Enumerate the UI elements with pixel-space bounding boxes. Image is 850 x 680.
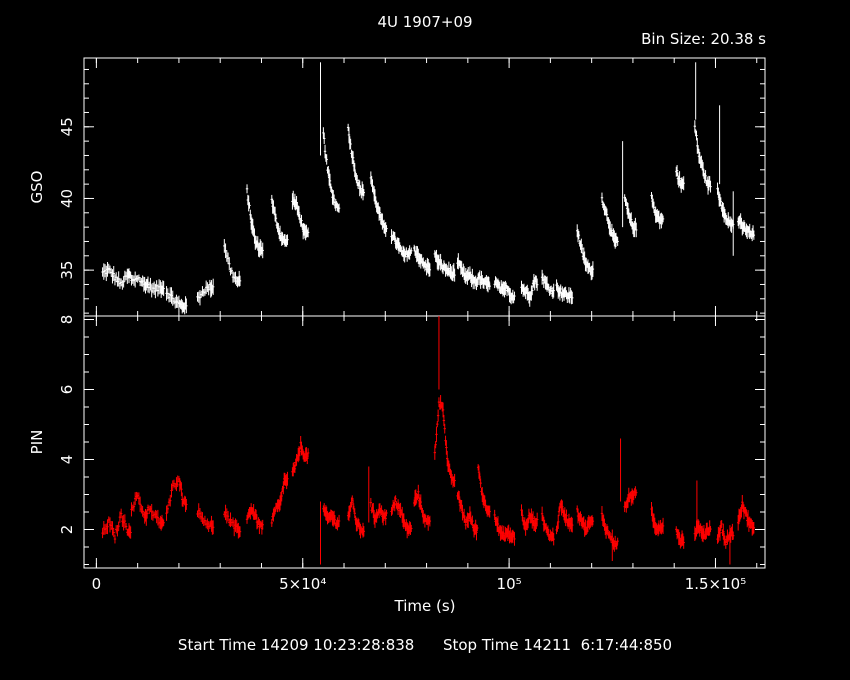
- gso-y-tick-label: 40: [58, 189, 76, 208]
- chart-title: 4U 1907+09: [377, 13, 473, 31]
- pin-y-axis-label: PIN: [28, 430, 46, 455]
- time-range-footer: Start Time 14209 10:23:28:838 Stop Time …: [0, 636, 850, 654]
- pin-y-tick-label: 4: [58, 455, 76, 465]
- start-time-text: Start Time 14209 10:23:28:838: [177, 636, 415, 654]
- x-tick-label: 1.5×10⁵: [685, 575, 747, 593]
- stop-time-text: Stop Time 14211 6:17:44:850: [442, 636, 673, 654]
- gso-y-tick-label: 35: [58, 261, 76, 280]
- x-axis-label: Time (s): [394, 597, 456, 615]
- x-tick-label: 0: [92, 575, 102, 593]
- pin-y-tick-label: 6: [58, 385, 76, 395]
- pin-y-tick-label: 2: [58, 525, 76, 535]
- x-tick-label: 10⁵: [497, 575, 522, 593]
- x-tick-label: 5×10⁴: [279, 575, 326, 593]
- pin-y-tick-label: 8: [58, 315, 76, 325]
- bin-size-label: Bin Size: 20.38 s: [641, 30, 766, 48]
- gso-panel-frame: [83, 57, 766, 317]
- gso-y-tick-label: 45: [58, 117, 76, 136]
- gso-y-axis-label: GSO: [28, 171, 46, 204]
